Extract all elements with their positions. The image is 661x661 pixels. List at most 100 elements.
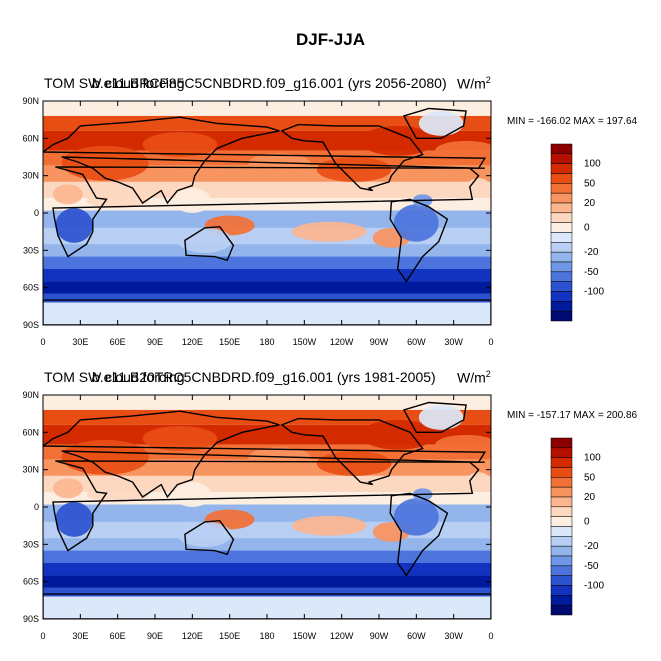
- contour-patch: [291, 515, 367, 536]
- case-name: b.e11.B20TRC5CNBDRD.f09_g16.001 (yrs 198…: [92, 369, 436, 385]
- colorbar-label: 50: [584, 472, 596, 483]
- lon-label: 120E: [182, 337, 203, 347]
- contour-patch: [177, 521, 233, 547]
- colorbar-swatch: [550, 271, 573, 282]
- coastline: [280, 123, 424, 192]
- lon-label: 0: [40, 337, 45, 347]
- contour-patch: [142, 426, 218, 451]
- lon-label: 30E: [72, 631, 88, 641]
- coastline: [184, 225, 235, 262]
- contour-band: [43, 596, 491, 619]
- lon-label: 60W: [407, 337, 426, 347]
- colorbar-swatch: [550, 467, 573, 478]
- lon-label: 150W: [293, 631, 317, 641]
- coastline: [402, 401, 467, 433]
- lon-label: 0: [488, 631, 493, 641]
- colorbar-swatch: [550, 585, 573, 596]
- contour-patch: [61, 439, 149, 475]
- colorbar-swatch: [550, 506, 573, 517]
- units-label: W/m2: [457, 75, 491, 92]
- colorbar-swatch: [550, 261, 573, 273]
- colorbar-label: -50: [584, 561, 599, 572]
- contour-patch: [55, 502, 93, 537]
- colorbar-label: -100: [584, 581, 604, 592]
- colorbar-swatch: [550, 595, 573, 606]
- colorbar-swatch: [550, 565, 573, 576]
- colorbar-swatch: [550, 242, 573, 253]
- coastline: [280, 417, 424, 486]
- lon-label: 120E: [182, 631, 203, 641]
- contour-patch: [52, 478, 83, 499]
- colorbar-swatch: [550, 192, 573, 204]
- colorbar-label: 0: [584, 517, 590, 528]
- contour-patch: [316, 157, 392, 182]
- lat-label: 30N: [22, 171, 39, 181]
- colorbar-swatch: [550, 604, 573, 616]
- colorbar-swatch: [550, 251, 573, 263]
- colorbar-swatch: [550, 173, 573, 184]
- contour-patch: [435, 434, 491, 455]
- colorbar-label: 0: [584, 223, 590, 234]
- lon-label: 90E: [147, 337, 163, 347]
- contour-band: [43, 504, 491, 522]
- colorbar-label: -100: [584, 287, 604, 298]
- contour-patch: [393, 204, 439, 242]
- map-panel-historical: b.e11.B20TRC5CNBDRD.f09_g16.001 (yrs 198…: [0, 366, 661, 656]
- contour-band: [43, 538, 491, 551]
- colorbar-swatch: [550, 143, 573, 155]
- contour-band: [43, 244, 491, 257]
- colorbar-swatch: [550, 477, 573, 488]
- contour-patch: [86, 487, 149, 503]
- contour-field: [43, 101, 491, 325]
- lat-label: 30S: [23, 245, 39, 255]
- coastline: [389, 198, 449, 283]
- colorbar-swatch: [550, 575, 573, 586]
- contour-patch: [418, 110, 464, 136]
- lon-label: 90E: [147, 631, 163, 641]
- colorbar-label: 50: [584, 178, 596, 189]
- contour-patch: [418, 404, 464, 430]
- colorbar-label: -20: [584, 247, 599, 258]
- contour-patch: [360, 419, 435, 450]
- lat-label: 90S: [23, 320, 39, 330]
- lon-label: 120W: [330, 631, 354, 641]
- coastline: [52, 166, 485, 258]
- contour-band: [43, 256, 491, 269]
- colorbar-swatch: [550, 545, 573, 557]
- colorbar-swatch: [550, 281, 573, 292]
- colorbar-swatch: [550, 447, 573, 458]
- contour-patch: [55, 208, 93, 243]
- lat-label: 60N: [22, 427, 39, 437]
- lon-label: 150E: [219, 337, 240, 347]
- coastline: [43, 116, 487, 205]
- colorbar-swatch: [550, 437, 573, 449]
- figure-title: DJF-JJA: [296, 30, 365, 49]
- lat-label: 30S: [23, 539, 39, 549]
- colorbar-swatch: [550, 536, 573, 547]
- colorbar-swatch: [550, 202, 573, 214]
- colorbar-swatch: [550, 153, 573, 164]
- colorbar-label: 20: [584, 492, 596, 503]
- colorbar-swatch: [550, 212, 573, 223]
- lon-label: 30W: [444, 337, 463, 347]
- lon-label: 60E: [110, 337, 126, 347]
- contour-patch: [177, 227, 233, 253]
- colorbar-swatch: [550, 486, 573, 498]
- lon-label: 150W: [293, 337, 317, 347]
- colorbar-swatch: [550, 516, 573, 527]
- contour-band: [43, 563, 491, 576]
- contour-patch: [435, 140, 491, 161]
- lat-label: 0: [34, 502, 39, 512]
- colorbar-swatch: [550, 291, 573, 302]
- coastline: [43, 299, 491, 325]
- lat-label: 60S: [23, 577, 39, 587]
- lat-label: 30N: [22, 465, 39, 475]
- lat-label: 60N: [22, 133, 39, 143]
- contour-field: [43, 395, 491, 619]
- coastline: [402, 107, 467, 139]
- coastline: [43, 410, 487, 499]
- lat-label: 90N: [22, 96, 39, 106]
- colorbar-swatch: [550, 183, 573, 194]
- contour-band: [43, 281, 491, 294]
